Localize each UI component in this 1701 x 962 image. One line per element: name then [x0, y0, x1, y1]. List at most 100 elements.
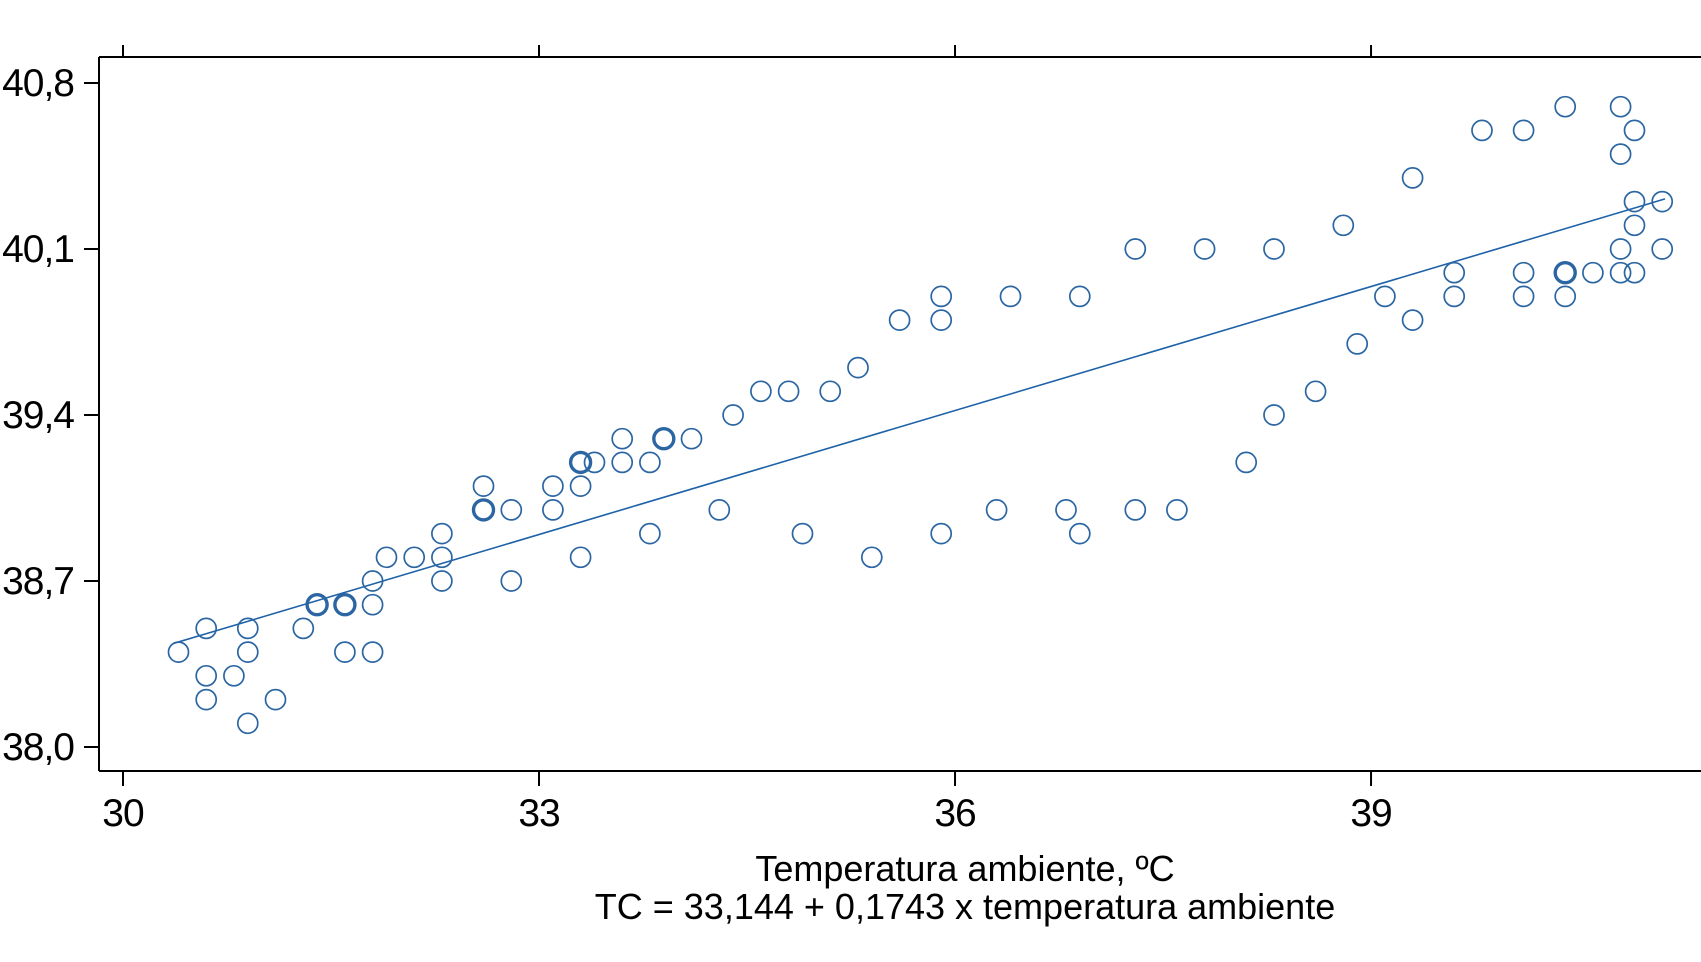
data-point: [860, 546, 883, 569]
data-point: [1166, 499, 1188, 521]
data-point: [333, 593, 357, 617]
data-point: [1623, 261, 1646, 284]
data-point: [1651, 238, 1674, 260]
data-point: [472, 475, 495, 497]
data-point: [236, 641, 259, 663]
y-tick-label: 39,4: [2, 394, 74, 437]
x-tick-label: 39: [1350, 792, 1391, 835]
data-point: [708, 499, 731, 521]
regression-line: [174, 198, 1666, 644]
data-point: [847, 356, 869, 379]
data-point: [569, 546, 592, 569]
data-point: [999, 285, 1022, 308]
data-point: [639, 451, 661, 474]
regression-equation-label: TC = 33,144 + 0,1743 x temperatura ambie…: [595, 886, 1335, 927]
data-point: [1609, 95, 1632, 118]
data-point: [1623, 119, 1646, 142]
data-point: [611, 427, 634, 450]
data-point: [375, 546, 398, 569]
data-point: [985, 499, 1008, 521]
data-point: [1124, 499, 1147, 521]
data-point: [403, 546, 426, 569]
data-point: [236, 712, 259, 735]
data-point: [1068, 522, 1091, 545]
data-point: [750, 380, 772, 403]
x-tick-label: 33: [518, 792, 559, 835]
data-point: [1553, 261, 1577, 285]
data-point: [1443, 261, 1466, 284]
data-point: [305, 593, 329, 617]
data-point: [930, 522, 953, 545]
y-tick-label: 40,1: [2, 228, 74, 271]
data-point: [1304, 380, 1327, 403]
axes: [84, 45, 1701, 786]
y-tick-label: 38,0: [2, 726, 74, 769]
data-point: [639, 522, 661, 545]
data-point: [1443, 285, 1466, 308]
data-point: [264, 688, 287, 711]
data-point: [819, 380, 842, 403]
data-point: [583, 451, 606, 474]
data-point: [361, 570, 384, 592]
data-point: [1374, 285, 1396, 308]
data-point: [334, 641, 356, 663]
data-point: [542, 475, 564, 497]
data-point: [1055, 499, 1077, 521]
data-point: [195, 688, 218, 711]
y-tick-label: 40,8: [2, 62, 74, 105]
data-point: [930, 285, 953, 308]
data-point: [680, 427, 703, 450]
data-point: [652, 427, 676, 451]
data-point: [236, 617, 259, 640]
x-axis-tick-labels: 30 33 36 39: [102, 792, 1392, 835]
data-point: [722, 404, 744, 426]
data-point: [195, 617, 218, 640]
data-point: [361, 641, 384, 663]
data-point: [1582, 261, 1604, 284]
data-point: [1623, 190, 1646, 213]
data-point: [1332, 214, 1355, 237]
data-point: [1512, 285, 1535, 308]
data-point: [431, 546, 453, 569]
data-point: [777, 380, 800, 403]
data-point: [930, 309, 953, 331]
data-point: [888, 309, 911, 331]
data-point: [1401, 309, 1424, 331]
x-axis-title: Temperatura ambiente, ºC: [755, 848, 1174, 889]
data-point: [791, 522, 814, 545]
data-point: [195, 664, 218, 687]
data-point: [223, 664, 245, 687]
data-point: [1263, 238, 1285, 260]
data-point: [431, 570, 453, 592]
data-point: [1609, 143, 1632, 165]
data-point: [1554, 95, 1577, 118]
data-point: [500, 499, 523, 521]
data-point: [1609, 261, 1632, 284]
data-point: [1401, 167, 1424, 189]
data-point: [500, 570, 523, 592]
x-tick-label: 36: [934, 792, 975, 835]
data-point: [611, 451, 634, 474]
x-tick-label: 30: [102, 792, 144, 835]
data-point: [1512, 119, 1535, 142]
data-point: [1554, 285, 1577, 308]
data-point: [1651, 190, 1674, 213]
data-point: [1346, 333, 1369, 355]
data-point: [292, 617, 315, 640]
data-point: [1609, 238, 1632, 260]
data-point: [471, 498, 496, 522]
data-point: [1471, 119, 1493, 142]
data-point: [167, 641, 190, 663]
data-point: [1124, 238, 1147, 260]
y-axis-tick-labels: 40,8 40,1 39,4 38,7 38,0: [2, 62, 75, 769]
data-point: [431, 522, 453, 545]
data-point: [542, 499, 564, 521]
data-point: [1193, 238, 1216, 260]
data-point: [361, 593, 384, 616]
data-point: [1512, 261, 1535, 284]
data-point: [568, 450, 593, 475]
data-point: [1068, 285, 1091, 308]
data-point: [569, 475, 592, 497]
